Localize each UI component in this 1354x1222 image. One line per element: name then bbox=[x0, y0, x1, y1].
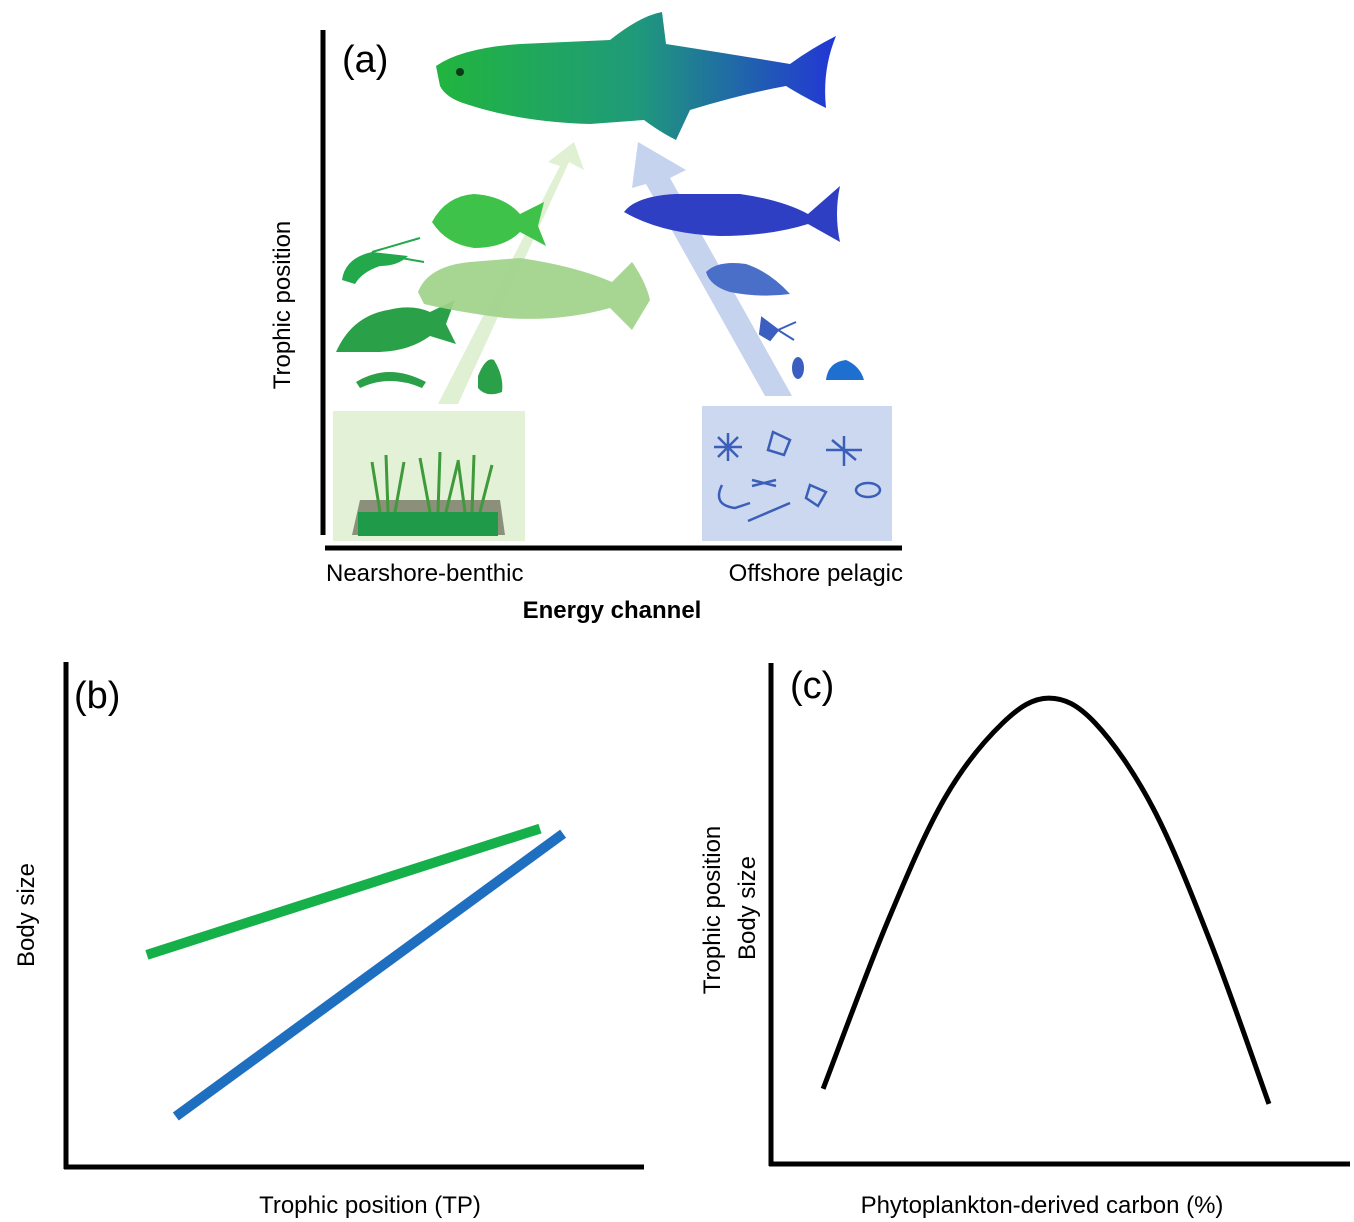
offshore-organisms bbox=[624, 186, 864, 380]
panel-b-series-line-1 bbox=[145, 823, 542, 960]
panel-b-label: (b) bbox=[74, 675, 120, 717]
panel-b: (b) Body size Trophic position (TP) bbox=[13, 662, 644, 1219]
panel-c-plot-area bbox=[820, 695, 1272, 1105]
lake-trout-icon bbox=[436, 12, 836, 140]
zebra-mussel-icon bbox=[826, 360, 864, 380]
cisco-icon bbox=[624, 186, 840, 242]
sucker-fish-icon bbox=[418, 258, 650, 330]
panel-c-series-line-1 bbox=[820, 695, 1272, 1105]
snail-icon bbox=[478, 359, 503, 395]
energy-channel-title: Energy channel bbox=[523, 597, 702, 624]
sunfish-icon bbox=[432, 194, 546, 248]
amphipod-icon bbox=[356, 372, 426, 388]
panel-b-y-axis-label: Body size bbox=[13, 863, 40, 967]
panel-c-x-axis-label: Phytoplankton-derived carbon (%) bbox=[861, 1192, 1224, 1219]
panel-a: (a) Trophic position Nearshore-benthic O… bbox=[269, 12, 903, 624]
x-label-offshore: Offshore pelagic bbox=[729, 560, 903, 587]
x-label-nearshore: Nearshore-benthic bbox=[326, 560, 523, 587]
nearshore-organisms bbox=[336, 194, 650, 395]
mysis-icon bbox=[706, 263, 790, 296]
daphnia-icon bbox=[792, 357, 804, 379]
copepod-icon bbox=[758, 316, 797, 342]
nearshore-macrophyte-box bbox=[333, 411, 525, 541]
panel-c-label: (c) bbox=[790, 665, 834, 707]
goby-icon bbox=[336, 300, 456, 352]
panel-c: (c) Trophic position Body size Phytoplan… bbox=[699, 663, 1350, 1219]
panel-a-label: (a) bbox=[342, 39, 388, 81]
crayfish-icon bbox=[342, 252, 408, 284]
panel-b-plot-area bbox=[145, 823, 567, 1121]
offshore-phytoplankton-box bbox=[702, 406, 892, 541]
panel-c-y-axis-label-1: Trophic position bbox=[699, 826, 726, 995]
panel-b-x-axis-label: Trophic position (TP) bbox=[259, 1192, 481, 1219]
panel-c-y-axis-label-2: Body size bbox=[734, 856, 761, 960]
panel-a-y-axis-label: Trophic position bbox=[269, 221, 296, 390]
panel-b-series-line-2 bbox=[172, 829, 567, 1121]
